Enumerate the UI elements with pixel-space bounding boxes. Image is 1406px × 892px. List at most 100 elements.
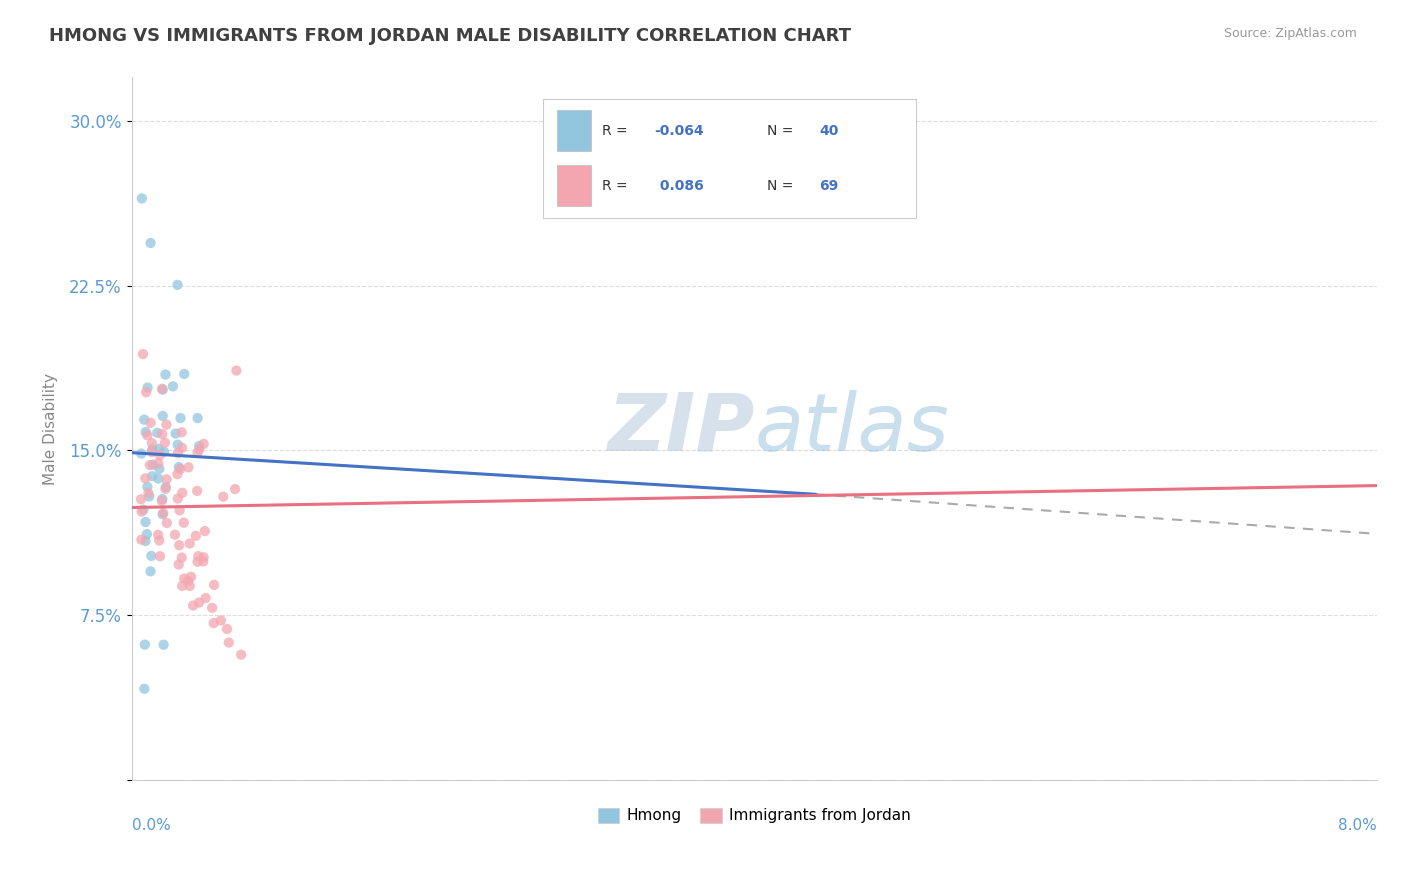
Point xyxy=(188,439,211,453)
Point xyxy=(139,416,162,430)
Point xyxy=(132,502,155,516)
Point xyxy=(149,448,172,462)
Point xyxy=(131,533,153,547)
Point xyxy=(150,427,173,442)
Point xyxy=(153,435,176,450)
Point xyxy=(134,534,156,549)
Point xyxy=(135,515,157,529)
Point xyxy=(139,458,162,472)
Point xyxy=(218,635,240,649)
Point xyxy=(188,442,211,457)
Point xyxy=(166,277,188,292)
Point xyxy=(150,491,173,506)
Point xyxy=(134,681,156,696)
Point xyxy=(167,446,190,460)
Point xyxy=(141,549,163,563)
Text: 8.0%: 8.0% xyxy=(1339,818,1376,833)
Point xyxy=(181,599,204,613)
Point xyxy=(155,472,177,486)
Point xyxy=(186,483,208,498)
Point xyxy=(166,467,188,482)
Point xyxy=(155,417,177,432)
Point xyxy=(202,615,225,630)
Point xyxy=(172,579,194,593)
Point xyxy=(152,508,174,522)
Point xyxy=(138,490,160,504)
Point xyxy=(167,538,190,552)
Point xyxy=(139,235,162,250)
Point xyxy=(138,486,160,500)
Point xyxy=(132,347,155,361)
Point xyxy=(179,536,201,550)
Point xyxy=(170,425,193,440)
Point xyxy=(141,436,163,450)
Point xyxy=(169,503,191,517)
Point xyxy=(148,442,170,456)
Point xyxy=(186,445,208,459)
Point xyxy=(136,428,159,442)
Y-axis label: Male Disability: Male Disability xyxy=(44,373,58,484)
Point xyxy=(231,648,253,662)
Point xyxy=(146,471,169,485)
Point xyxy=(165,426,187,441)
Point xyxy=(146,425,169,440)
Point xyxy=(141,442,163,457)
Point xyxy=(201,600,224,615)
Point xyxy=(187,411,209,425)
Point xyxy=(180,570,202,584)
Point xyxy=(153,445,176,459)
Point xyxy=(166,491,188,506)
Point xyxy=(202,578,225,592)
Point xyxy=(193,554,215,568)
Point xyxy=(212,490,235,504)
Text: 0.0%: 0.0% xyxy=(132,818,170,833)
Point xyxy=(131,505,153,519)
Point xyxy=(187,555,209,569)
Point xyxy=(155,482,177,496)
Point xyxy=(152,409,174,423)
Point xyxy=(150,382,173,396)
Point xyxy=(139,565,162,579)
Point xyxy=(148,462,170,476)
Point xyxy=(225,363,247,377)
Text: Source: ZipAtlas.com: Source: ZipAtlas.com xyxy=(1223,27,1357,40)
Point xyxy=(177,460,200,475)
Point xyxy=(167,460,190,475)
Point xyxy=(179,579,201,593)
Point xyxy=(173,516,195,530)
Point xyxy=(155,368,177,382)
Point xyxy=(148,533,170,548)
Point xyxy=(134,638,156,652)
Point xyxy=(169,462,191,476)
Point xyxy=(136,381,159,395)
Point xyxy=(156,516,179,530)
Point xyxy=(129,446,152,460)
Point xyxy=(166,438,188,452)
Text: ZIP: ZIP xyxy=(607,390,754,467)
Legend: Hmong, Immigrants from Jordan: Hmong, Immigrants from Jordan xyxy=(592,802,917,830)
Point xyxy=(193,437,215,451)
Point xyxy=(173,367,195,381)
Point xyxy=(141,445,163,459)
Point xyxy=(136,480,159,494)
Point xyxy=(170,441,193,455)
Text: HMONG VS IMMIGRANTS FROM JORDAN MALE DISABILITY CORRELATION CHART: HMONG VS IMMIGRANTS FROM JORDAN MALE DIS… xyxy=(49,27,851,45)
Point xyxy=(167,558,190,572)
Text: atlas: atlas xyxy=(754,390,949,467)
Point xyxy=(155,480,177,494)
Point xyxy=(142,458,165,472)
Point xyxy=(169,411,191,425)
Point xyxy=(184,529,207,543)
Point xyxy=(173,572,195,586)
Point xyxy=(146,528,169,542)
Point xyxy=(131,191,153,205)
Point xyxy=(152,506,174,520)
Point xyxy=(170,550,193,565)
Point xyxy=(149,549,172,564)
Point xyxy=(135,385,157,400)
Point xyxy=(193,550,215,565)
Point xyxy=(209,614,232,628)
Point xyxy=(177,574,200,588)
Point xyxy=(172,485,194,500)
Point xyxy=(215,622,238,636)
